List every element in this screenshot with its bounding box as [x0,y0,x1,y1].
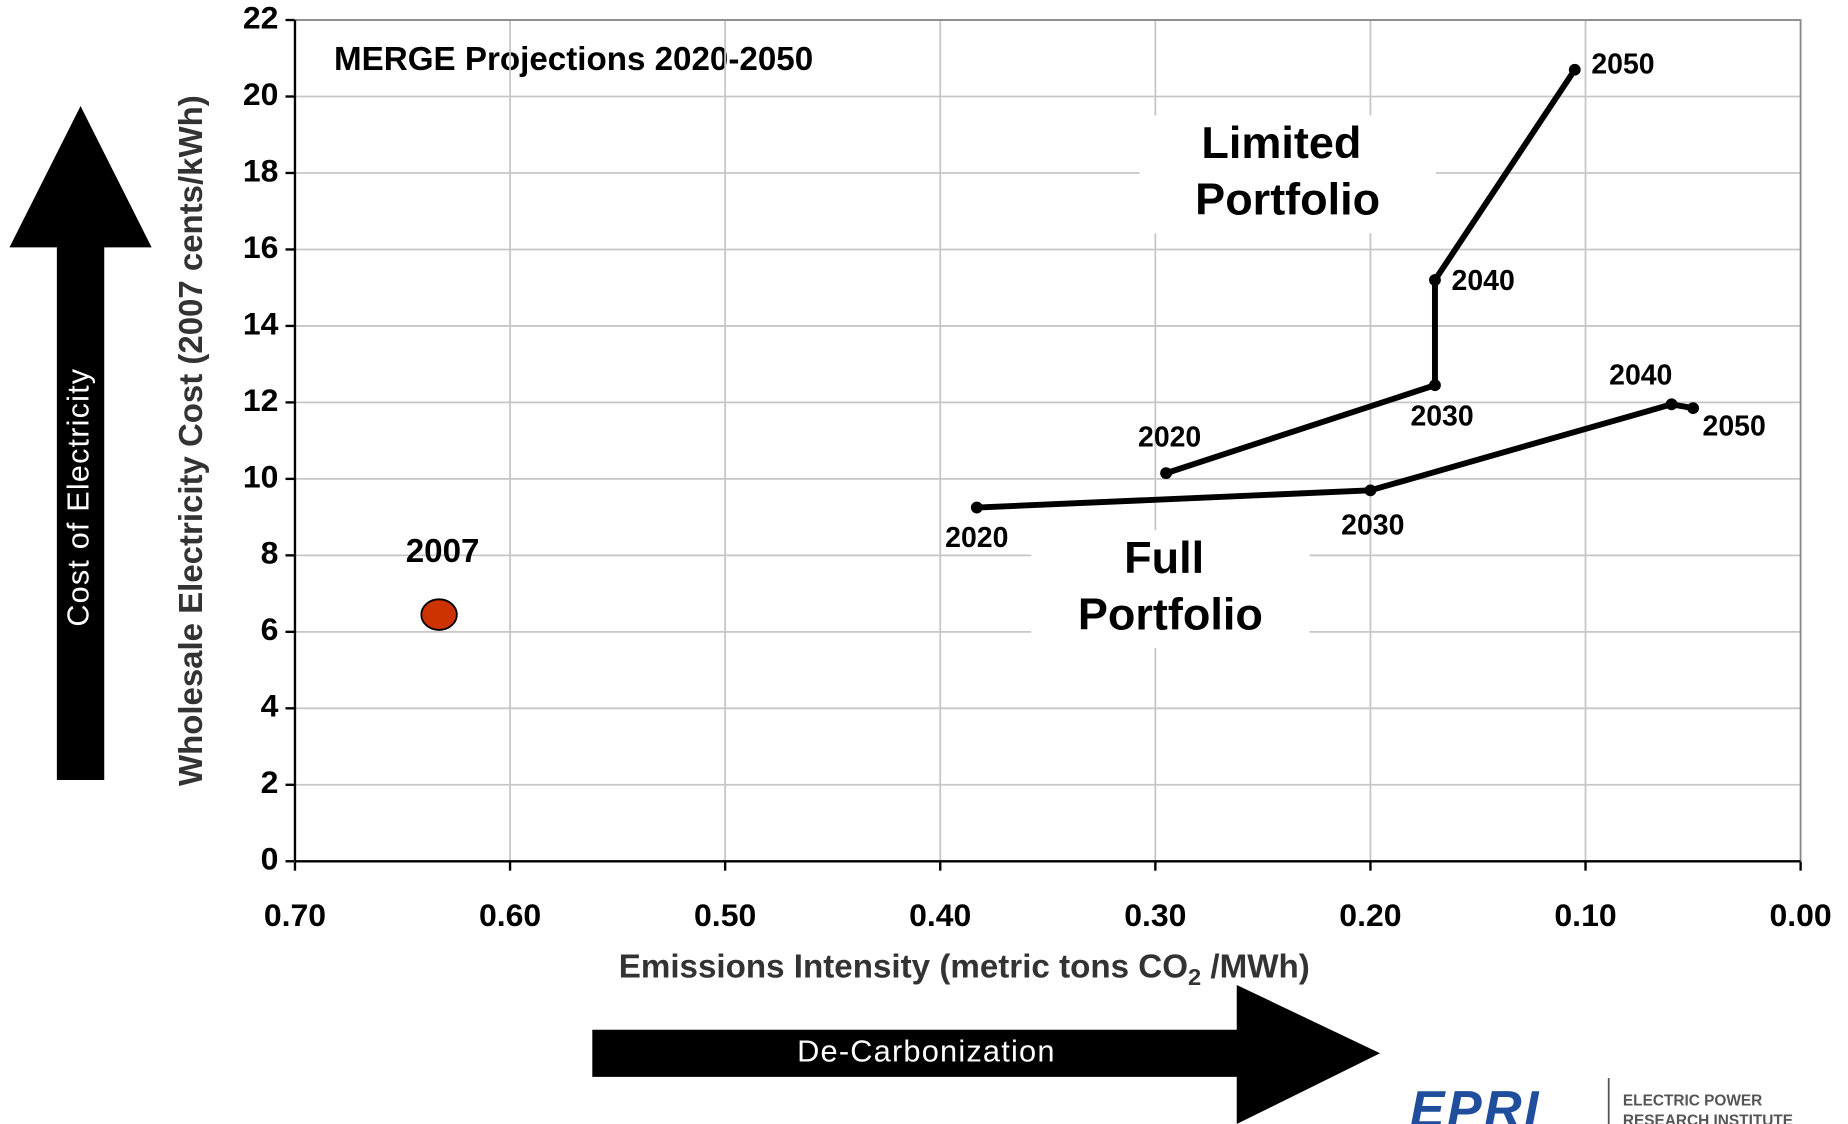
y-tick-label: 10 [243,458,279,494]
series-line [976,401,1694,511]
y-tick-label: 12 [243,382,279,418]
x-tick-label: 0.50 [694,897,756,933]
logo-tagline: RESEARCH INSTITUTE [1623,1113,1793,1124]
y-tick-label: 16 [243,229,279,265]
y-axis-label: Wholesale Electricity Cost (2007 cents/k… [173,95,210,786]
point [1568,63,1581,76]
y-arrow [9,106,152,780]
point-label: 2020 [1138,422,1201,454]
point [1160,467,1173,480]
y-tick-label: 8 [261,535,279,571]
x-axis-label-part: Emissions Intensity (metric tons CO [619,948,1188,985]
point-label: 2050 [1591,49,1654,81]
x-tick-label: 0.70 [264,897,326,933]
series-label: Limited Portfolio [1195,117,1380,224]
point-label: 2020 [945,522,1008,554]
x-tick-label: 0.30 [1124,897,1186,933]
x-arrow-label: De-Carbonization [797,1033,1056,1068]
name-backdrop [1139,115,1436,234]
x-tick-label: 0.20 [1339,897,1401,933]
x-tick-label: 0.40 [909,897,971,933]
point [1429,274,1441,286]
x-axis-label-part: /MWh) [1201,948,1310,985]
logo-tagline: ELECTRIC POWER [1623,1093,1762,1110]
point-label: 2040 [1452,265,1515,297]
plot-frame [294,19,1802,863]
point [970,501,983,514]
x-arrow [592,984,1381,1124]
point-label: 2050 [1703,411,1766,443]
y-tick-label: 2 [261,764,279,800]
point [1687,402,1699,415]
point [1364,484,1377,497]
series-label: Full Portfolio [1078,532,1263,639]
y-tick-label: 18 [243,152,279,188]
y-tick-label: 4 [261,688,279,724]
x-tick-label: 0.60 [479,897,541,933]
y-tick-label: 0 [261,841,279,877]
x-axis-label: Emissions Intensity (metric tons CO2 /MW… [619,948,1310,991]
y-tick-label: 22 [243,0,279,35]
point [1429,379,1441,392]
chart-title: MERGE Projections 2020-2050 [334,41,813,78]
marker [420,598,458,631]
series-line [1165,68,1578,476]
y-tick-label: 6 [261,611,279,647]
name-backdrop [1031,530,1310,649]
x-tick-label: 0.10 [1554,897,1616,933]
point-label: 2030 [1341,509,1404,541]
x-axis-label-sub: 2 [1188,965,1201,991]
point [1665,398,1678,411]
y-arrow-label: Cost of Electricity [61,368,96,627]
logo: EPRI ELECTRIC POWER RESEARCH INSTITUTE [1410,1078,1793,1124]
y-tick-label: 14 [243,305,279,341]
point-label: 2030 [1410,401,1473,433]
point-label: 2007 [406,533,480,570]
x-tick-label: 0.00 [1770,897,1832,933]
logo-mark: EPRI [1410,1081,1541,1124]
y-tick-label: 20 [243,76,279,112]
point-label: 2040 [1609,360,1672,392]
